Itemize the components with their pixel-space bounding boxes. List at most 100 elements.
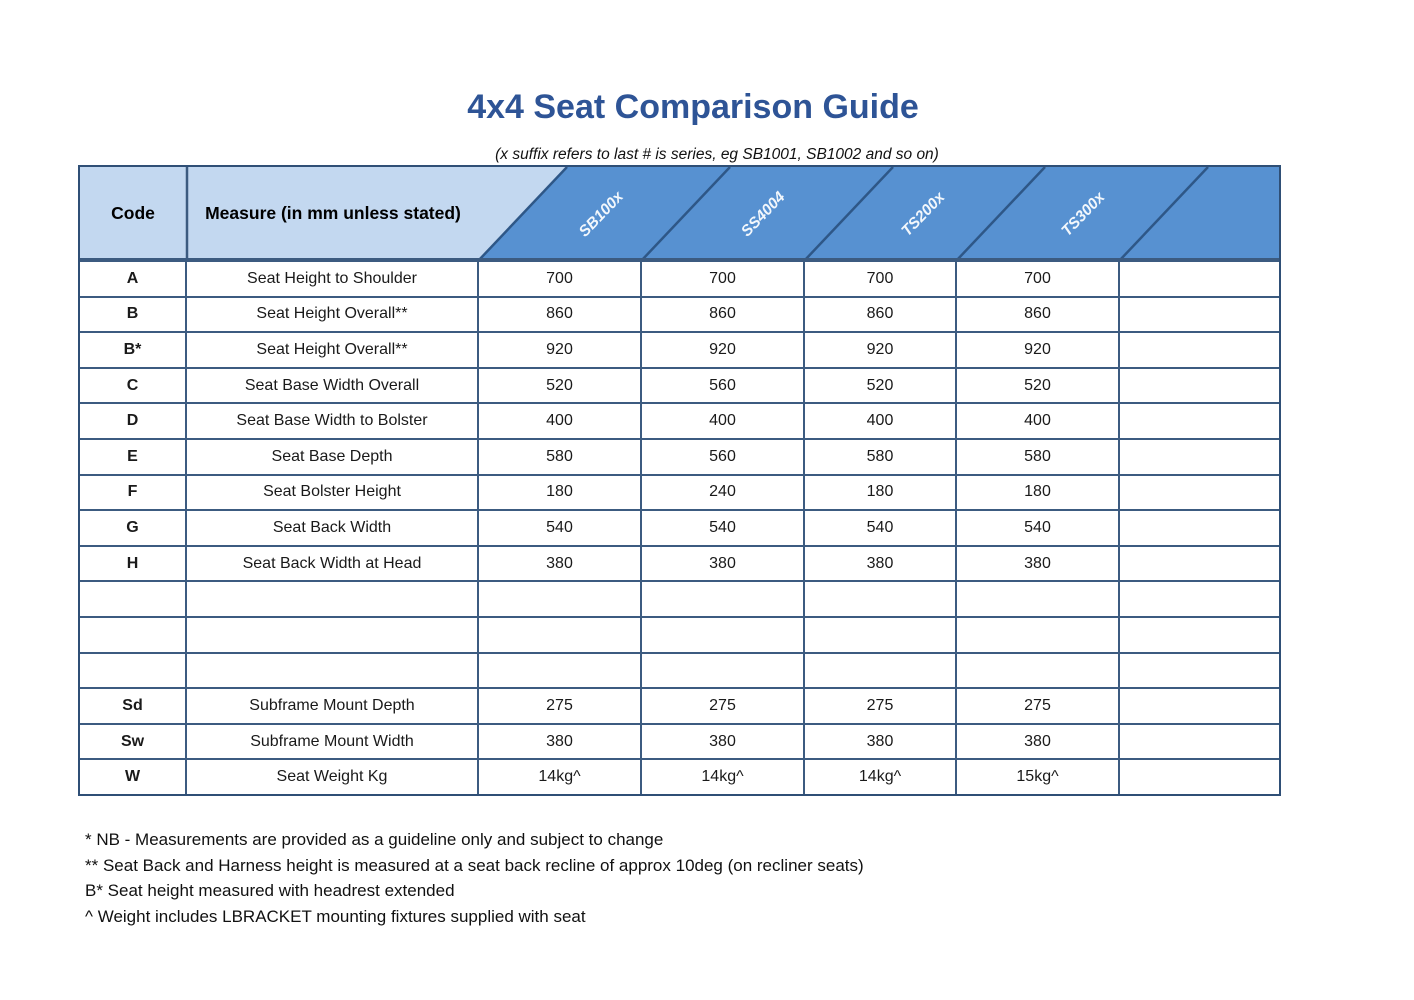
row-value: 700 (957, 262, 1120, 296)
header-diagonal-4 (956, 167, 1046, 260)
row-value: 380 (805, 546, 957, 581)
row-code: G (80, 511, 187, 545)
row-value (805, 653, 957, 688)
table-row: D Seat Base Width to Bolster 400 400 400 400 (80, 402, 1279, 438)
row-code (80, 582, 187, 616)
table-row: E Seat Base Depth 580 560 580 580 (80, 437, 1279, 474)
row-value: 275 (957, 689, 1120, 723)
row-value (479, 582, 642, 616)
row-value: 580 (805, 439, 957, 474)
footnote-guideline: * NB - Measurements are provided as a gu… (85, 830, 664, 849)
row-code (80, 617, 187, 652)
row-value (642, 582, 805, 616)
table-row: W Seat Weight Kg 14kg^ 14kg^ 14kg^ 15kg^ (80, 758, 1279, 794)
row-value: 275 (805, 689, 957, 723)
row-value (642, 617, 805, 652)
row-value: 860 (479, 297, 642, 332)
row-value: 700 (642, 262, 805, 296)
row-measure: Seat Back Width (187, 511, 479, 545)
table-row (80, 651, 1279, 688)
row-code: F (80, 475, 187, 510)
row-code: Sd (80, 689, 187, 723)
row-value (1120, 547, 1279, 581)
row-value: 560 (642, 439, 805, 474)
row-value: 580 (479, 439, 642, 474)
row-value: 180 (479, 475, 642, 510)
table-row (80, 615, 1279, 652)
row-measure: Subframe Mount Width (187, 724, 479, 759)
row-measure: Seat Height to Shoulder (187, 262, 479, 296)
row-value: 920 (957, 333, 1120, 367)
row-value (1120, 582, 1279, 616)
row-code: B (80, 297, 187, 332)
row-value (1120, 725, 1279, 759)
row-value (1120, 654, 1279, 688)
footnote-headrest: B* Seat height measured with headrest ex… (85, 881, 455, 900)
page-title: 4x4 Seat Comparison Guide (467, 88, 919, 126)
row-value: 380 (957, 546, 1120, 581)
row-value: 15kg^ (957, 760, 1120, 794)
row-value: 540 (479, 511, 642, 545)
page-header: 4x4 Seat Comparison Guide (0, 88, 1386, 127)
table-header-band: Code Measure (in mm unless stated) SB100… (80, 167, 1279, 260)
row-value: 540 (957, 511, 1120, 545)
row-value (1120, 689, 1279, 723)
row-value: 400 (479, 404, 642, 438)
row-value (1120, 333, 1279, 367)
row-value: 180 (805, 475, 957, 510)
row-value (1120, 298, 1279, 332)
row-measure: Subframe Mount Depth (187, 689, 479, 723)
row-code: Sw (80, 724, 187, 759)
page-subheader: (x suffix refers to last # is series, eg… (0, 146, 1414, 164)
row-measure: Seat Height Overall** (187, 333, 479, 367)
row-measure: Seat Height Overall** (187, 297, 479, 332)
row-code: D (80, 404, 187, 438)
row-value (479, 617, 642, 652)
measure-column-header: Measure (in mm unless stated) (205, 203, 461, 223)
row-code (80, 653, 187, 688)
row-value: 540 (805, 511, 957, 545)
row-value (1120, 369, 1279, 403)
row-value (1120, 618, 1279, 652)
row-value: 540 (642, 511, 805, 545)
page-subtitle: (x suffix refers to last # is series, eg… (495, 146, 939, 163)
row-value: 400 (642, 404, 805, 438)
row-measure: Seat Back Width at Head (187, 546, 479, 581)
row-value: 580 (957, 439, 1120, 474)
header-diagonal-1 (478, 167, 568, 260)
table-row: C Seat Base Width Overall 520 560 520 520 (80, 366, 1279, 403)
table-row: B Seat Height Overall** 860 860 860 860 (80, 295, 1279, 332)
row-code: E (80, 439, 187, 474)
table-row: F Seat Bolster Height 180 240 180 180 (80, 473, 1279, 510)
comparison-table: Code Measure (in mm unless stated) SB100… (78, 165, 1281, 796)
row-measure: Seat Base Width Overall (187, 368, 479, 403)
row-value: 380 (642, 546, 805, 581)
header-light-region (80, 167, 567, 260)
row-value: 400 (957, 404, 1120, 438)
footnotes: * NB - Measurements are provided as a gu… (85, 827, 864, 929)
row-value: 700 (479, 262, 642, 296)
footnote-recline: ** Seat Back and Harness height is measu… (85, 855, 864, 875)
table-row (80, 580, 1279, 616)
row-code: H (80, 546, 187, 581)
table-row: Sd Subframe Mount Depth 275 275 275 275 (80, 687, 1279, 723)
row-value: 860 (642, 297, 805, 332)
row-code: B* (80, 333, 187, 367)
header-diagonal-2 (641, 167, 731, 260)
row-value (957, 617, 1120, 652)
row-value: 275 (479, 689, 642, 723)
row-value (479, 653, 642, 688)
table-row: A Seat Height to Shoulder 700 700 700 700 (80, 260, 1279, 296)
row-value: 520 (479, 368, 642, 403)
row-value: 240 (642, 475, 805, 510)
row-value (805, 582, 957, 616)
row-value (957, 582, 1120, 616)
row-value: 920 (479, 333, 642, 367)
row-value: 700 (805, 262, 957, 296)
row-value: 520 (957, 368, 1120, 403)
row-value: 560 (642, 368, 805, 403)
row-value: 860 (957, 297, 1120, 332)
row-code: W (80, 760, 187, 794)
row-measure: Seat Base Width to Bolster (187, 404, 479, 438)
row-value: 14kg^ (805, 760, 957, 794)
